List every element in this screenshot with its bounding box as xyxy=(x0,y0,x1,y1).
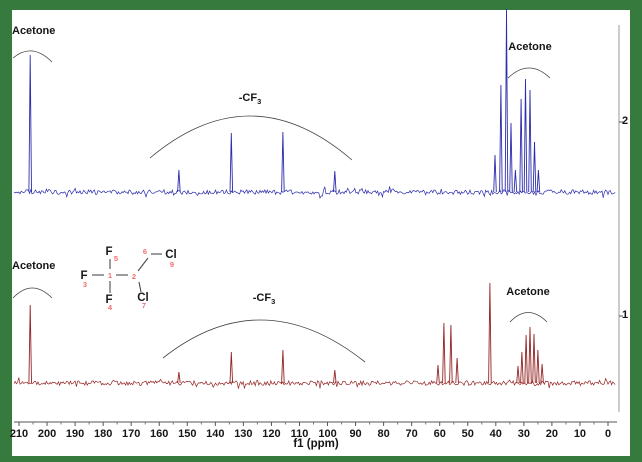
spectrum-2-peak xyxy=(493,154,497,193)
spectrum-2-peak xyxy=(28,54,32,193)
spectrum-2-peak xyxy=(229,132,234,193)
spectrum-1-peak xyxy=(442,322,446,384)
spectrum-1-noise-trace xyxy=(13,377,616,389)
x-tick-label: 100 xyxy=(318,428,336,440)
annotation-arc xyxy=(12,50,53,63)
x-axis-title: f1 (ppm) xyxy=(293,438,339,450)
x-tick-label: 0 xyxy=(605,428,611,440)
annotation-arc xyxy=(162,319,366,363)
cf3-label-red: -CF3 xyxy=(253,293,276,307)
x-tick-label: 120 xyxy=(262,428,280,440)
annotation-arc xyxy=(507,67,551,79)
x-tick-label: 180 xyxy=(94,428,112,440)
spectrum-2-peak xyxy=(528,89,532,193)
spectrum-2-peak xyxy=(532,141,537,193)
spectrum-2-peak xyxy=(509,122,513,193)
acetone-label-blue-right: Acetone xyxy=(508,41,552,53)
x-tick-label: 70 xyxy=(406,428,418,440)
spectrum-2-peak xyxy=(333,170,337,193)
x-tick-label: 150 xyxy=(178,428,196,440)
x-tick-label: 140 xyxy=(206,428,224,440)
spectrum-2-peak xyxy=(536,169,541,193)
spectrum-1-peak xyxy=(524,334,528,384)
structure-bond xyxy=(138,281,142,293)
spectrum-2-noise-trace xyxy=(13,186,616,199)
x-tick-label: 160 xyxy=(150,428,168,440)
spectrum-1-peak xyxy=(177,371,181,384)
spectrum-1-peak xyxy=(516,365,520,384)
x-tick-label: 130 xyxy=(234,428,252,440)
x-tick-label: 80 xyxy=(377,428,389,440)
cf3-label-red-subscript: 3 xyxy=(271,297,276,307)
x-tick-label: 40 xyxy=(490,428,502,440)
x-tick-label: 170 xyxy=(122,428,140,440)
spectrum-1-peak xyxy=(455,357,459,384)
atom-number-3: 3 xyxy=(83,280,87,289)
spectrum-1-peak xyxy=(28,304,32,384)
atom-number-5: 5 xyxy=(114,254,118,263)
x-tick-label: 200 xyxy=(38,428,56,440)
atom-number-7: 7 xyxy=(142,301,146,310)
spectrum-1-peak xyxy=(528,326,532,384)
cf3-label-blue-subscript: 3 xyxy=(257,97,262,107)
spectrum-1-peak xyxy=(488,282,492,384)
cf3-label-red-text: -CF xyxy=(252,292,272,304)
spectrum-2-peak xyxy=(499,84,503,193)
x-tick-label: 10 xyxy=(574,428,586,440)
acetone-label-blue-left: Acetone xyxy=(12,25,56,37)
annotation-arc xyxy=(149,115,353,161)
spectrum-1-peak xyxy=(536,349,540,384)
right-axis-tick-label-1: 1 xyxy=(622,309,629,321)
spectrum-2-peak xyxy=(513,169,518,193)
x-tick-label: 190 xyxy=(66,428,84,440)
spectrum-2-peak xyxy=(504,8,509,193)
atom-label-Cl: Cl xyxy=(165,249,177,261)
spectrum-1-peak xyxy=(281,349,285,384)
x-tick-label: 60 xyxy=(434,428,446,440)
atom-label-F: F xyxy=(105,294,112,306)
acetone-label-red-right: Acetone xyxy=(506,286,550,298)
x-tick-label: 210 xyxy=(10,428,28,440)
spectrum-1-peak xyxy=(229,351,234,384)
spectrum-2-peak xyxy=(177,169,181,193)
atom-number-6: 6 xyxy=(143,247,147,256)
spectrum-1-peak xyxy=(532,333,536,384)
x-tick-label: 50 xyxy=(462,428,474,440)
x-tick-label: 30 xyxy=(518,428,530,440)
right-axis-tick-label-2: 2 xyxy=(622,115,629,127)
spectrum-2-peak xyxy=(281,131,285,193)
atom-number-1: 1 xyxy=(108,271,112,280)
acetone-label-red-left: Acetone xyxy=(12,260,56,272)
atom-label-F: F xyxy=(105,246,112,258)
cf3-label-blue-text: -CF xyxy=(238,92,258,104)
x-tick-label: 110 xyxy=(291,428,309,440)
cf3-label-blue: -CF3 xyxy=(239,93,262,107)
spectrum-1-peak xyxy=(449,324,453,384)
spectrum-1-peak xyxy=(540,363,544,384)
spectrum-2-peak xyxy=(523,78,528,193)
structure-bond xyxy=(137,257,149,272)
annotation-arc xyxy=(12,287,53,299)
atom-number-2: 2 xyxy=(132,272,136,281)
atom-label-Cl: Cl xyxy=(137,292,149,304)
atom-label-F: F xyxy=(80,270,87,282)
x-tick-label: 90 xyxy=(349,428,361,440)
x-tick-label: 20 xyxy=(546,428,558,440)
atom-number-9: 9 xyxy=(170,260,174,269)
spectrum-1-peak xyxy=(520,351,524,384)
atom-number-4: 4 xyxy=(108,303,113,312)
spectrum-2-peak xyxy=(519,98,523,193)
spectrum-1-peak xyxy=(333,369,337,384)
annotation-arc xyxy=(509,312,548,323)
spectrum-1-peak xyxy=(436,364,440,384)
